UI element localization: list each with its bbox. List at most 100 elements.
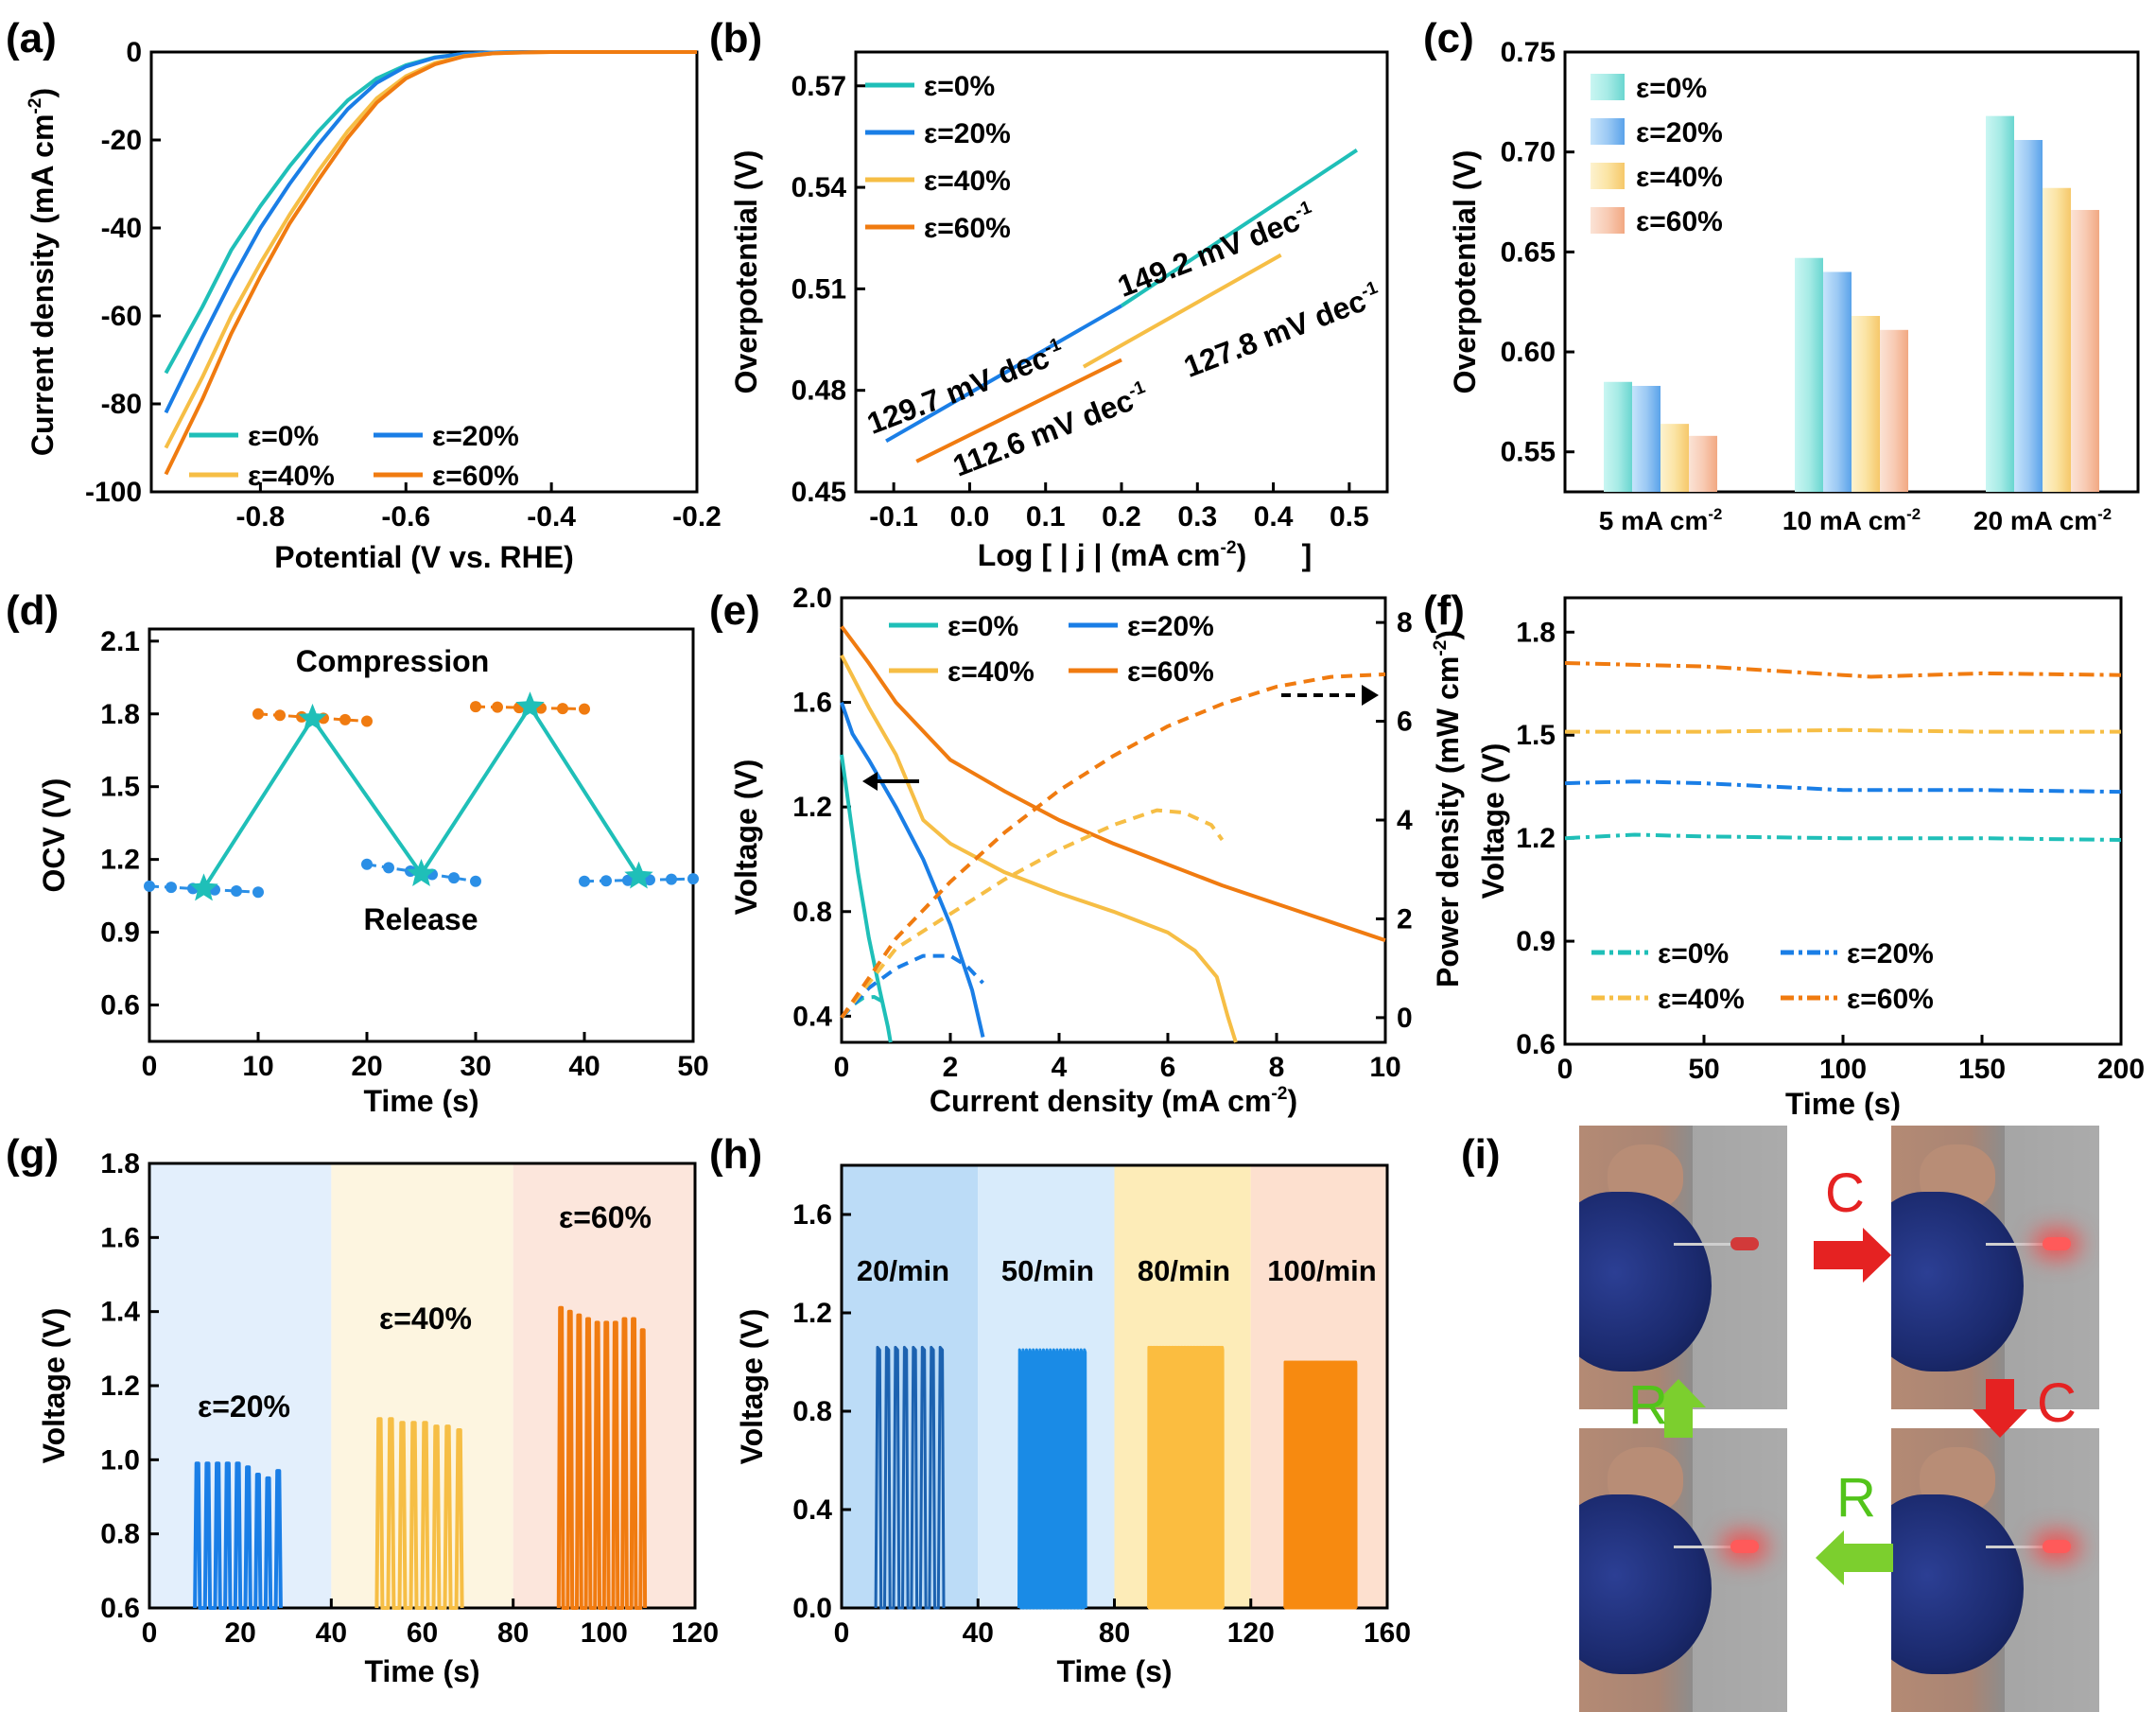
bar: [1604, 381, 1632, 492]
panel-label: (b): [709, 15, 762, 61]
glove: [1579, 1494, 1712, 1674]
x-tick-label: 0: [1557, 1054, 1574, 1085]
right-arrow-head: [1362, 685, 1379, 706]
y2-tick-label: 2: [1397, 903, 1413, 935]
ocv-point: [361, 858, 373, 870]
star-marker: [189, 873, 218, 901]
tafel-line: [1082, 253, 1282, 369]
y-tick-label: 0.45: [791, 477, 846, 508]
ocv-point: [557, 703, 568, 715]
panel-label: (h): [709, 1131, 762, 1178]
y-tick-label: 0.9: [1516, 926, 1556, 957]
x-tick-label: 80: [497, 1617, 529, 1649]
axes-c: 0.55 0.60 0.65 0.70 0.75 5 mA cm-2 10 mA cm-2 2…: [1448, 37, 2140, 535]
r-label-bottom: R: [1836, 1467, 1876, 1529]
legend-label: ε=40%: [248, 461, 335, 492]
legend-label: ε=40%: [948, 656, 1035, 688]
bar: [2014, 140, 2043, 492]
photo-bottom-left-led-on: [1579, 1428, 1787, 1712]
voltage-curve: [840, 654, 1238, 1043]
voltage-pulse-train: [193, 1461, 283, 1610]
ocv-point: [622, 874, 634, 886]
y-axis-label: Current density (mA cm-2): [26, 88, 60, 456]
y-tick-label: 0.6: [100, 1593, 140, 1624]
stability-curve: [1565, 727, 2121, 734]
ocv-point: [274, 709, 286, 722]
x-tick-label: 0: [834, 1617, 850, 1649]
ocv-point: [470, 701, 481, 713]
led-on: [2043, 1237, 2071, 1250]
r-label-left: R: [1628, 1374, 1668, 1436]
led-off: [1730, 1237, 1759, 1250]
x-category-label: 10 mA cm-2: [1782, 505, 1921, 535]
panel-label: (e): [709, 587, 760, 634]
y-tick-label: 1.8: [100, 1148, 140, 1179]
left-arrow-head: [862, 772, 878, 791]
star-marker: [515, 691, 545, 719]
panel-i-arrows: [1651, 1228, 2027, 1585]
voltage-curve: [840, 625, 1386, 943]
x-tick-label: 100: [581, 1617, 628, 1649]
x-tick-label: 120: [671, 1617, 719, 1649]
y-tick-label: 0: [126, 37, 142, 68]
x-axis-label: Log [ | j | (mA cm-2): [978, 538, 1246, 572]
ocv-point: [165, 882, 177, 894]
y-tick-label: 0.70: [1501, 137, 1556, 168]
bar: [1660, 424, 1689, 492]
x-axis-label-bracket: ]: [1302, 538, 1313, 572]
x-tick-label: 80: [1099, 1617, 1130, 1649]
legend-label: ε=60%: [432, 461, 519, 492]
y-axis-label: Voltage (V): [1476, 743, 1510, 900]
ocv-point: [339, 713, 351, 725]
left-arrow-icon: [1816, 1530, 1893, 1585]
star-marker: [624, 861, 653, 889]
y-tick-label: -60: [101, 301, 142, 332]
x-tick-label: 0: [834, 1052, 850, 1083]
legend-swatch: [1591, 163, 1625, 189]
legend-label: ε=0%: [248, 421, 319, 452]
x-tick-label: 120: [1227, 1617, 1275, 1649]
y-tick-label: -20: [101, 125, 142, 156]
annotation-compression: Compression: [296, 644, 489, 678]
panel-label: (i): [1461, 1131, 1501, 1178]
x-tick-label: 0: [142, 1617, 158, 1649]
x-tick-label: 0.5: [1330, 501, 1369, 533]
y-axis-label: Voltage (V): [729, 760, 763, 916]
tafel-line: [1120, 148, 1359, 307]
power-curve: [840, 953, 984, 1020]
ocv-point: [687, 873, 699, 885]
annotation-frequency: 50/min: [1001, 1254, 1094, 1287]
bar: [1986, 115, 2014, 493]
down-arrow-icon: [1973, 1379, 2027, 1438]
x-tick-label: 8: [1269, 1052, 1285, 1083]
legend-label: ε=40%: [1658, 984, 1745, 1015]
y-tick-label: 0.6: [100, 990, 140, 1022]
y-tick-label: 0.54: [791, 172, 847, 203]
x-tick-label: 2: [943, 1052, 959, 1083]
legend-label: ε=60%: [1847, 984, 1934, 1015]
y-tick-label: 1.2: [100, 845, 140, 876]
voltage-curve: [840, 754, 893, 1043]
y-tick-label: 0.8: [792, 897, 832, 928]
ocv-point: [666, 873, 677, 885]
x-tick-label: -0.2: [672, 501, 722, 533]
regions-g: [842, 1165, 1387, 1608]
ocv-point: [144, 880, 155, 892]
lsv-curve: [164, 50, 697, 476]
led-on: [1730, 1540, 1759, 1553]
x-tick-label: 50: [1688, 1054, 1719, 1085]
ocv-point: [470, 875, 481, 887]
voltage-pulse-train: [874, 1345, 946, 1610]
annotation-frequency: 80/min: [1138, 1254, 1230, 1287]
legend-label: ε=20%: [1847, 938, 1934, 970]
y-tick-label: 2.1: [100, 626, 140, 657]
y-axis-label: Overpotential (V): [1448, 150, 1482, 394]
y-tick-label: 1.5: [100, 772, 140, 803]
tafel-line: [915, 358, 1122, 463]
panel-label: (f): [1423, 587, 1465, 634]
y-tick-label: 0.65: [1501, 236, 1556, 268]
y-tick-label: 0.51: [791, 273, 846, 305]
x-tick-label: 0: [142, 1051, 158, 1082]
ocv-point: [579, 703, 590, 715]
